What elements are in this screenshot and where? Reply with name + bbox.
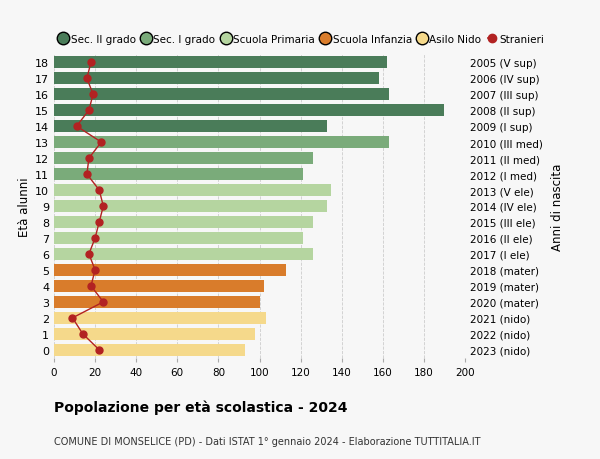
- Y-axis label: Anni di nascita: Anni di nascita: [551, 163, 564, 250]
- Bar: [54, 232, 302, 245]
- Bar: [54, 89, 389, 101]
- Bar: [54, 328, 256, 340]
- Bar: [54, 121, 328, 133]
- Y-axis label: Età alunni: Età alunni: [18, 177, 31, 236]
- Bar: [54, 137, 389, 149]
- Bar: [54, 105, 445, 117]
- Text: COMUNE DI MONSELICE (PD) - Dati ISTAT 1° gennaio 2024 - Elaborazione TUTTITALIA.: COMUNE DI MONSELICE (PD) - Dati ISTAT 1°…: [54, 436, 481, 446]
- Bar: [54, 312, 266, 325]
- Bar: [54, 185, 331, 197]
- Text: Popolazione per età scolastica - 2024: Popolazione per età scolastica - 2024: [54, 399, 347, 414]
- Bar: [54, 248, 313, 261]
- Bar: [54, 216, 313, 229]
- Legend: Sec. II grado, Sec. I grado, Scuola Primaria, Scuola Infanzia, Asilo Nido, Stran: Sec. II grado, Sec. I grado, Scuola Prim…: [59, 34, 544, 45]
- Bar: [54, 168, 302, 181]
- Bar: [54, 280, 263, 292]
- Bar: [54, 152, 313, 165]
- Bar: [54, 264, 286, 276]
- Bar: [54, 344, 245, 356]
- Bar: [54, 296, 260, 308]
- Bar: [54, 73, 379, 85]
- Bar: [54, 200, 328, 213]
- Bar: [54, 57, 387, 69]
